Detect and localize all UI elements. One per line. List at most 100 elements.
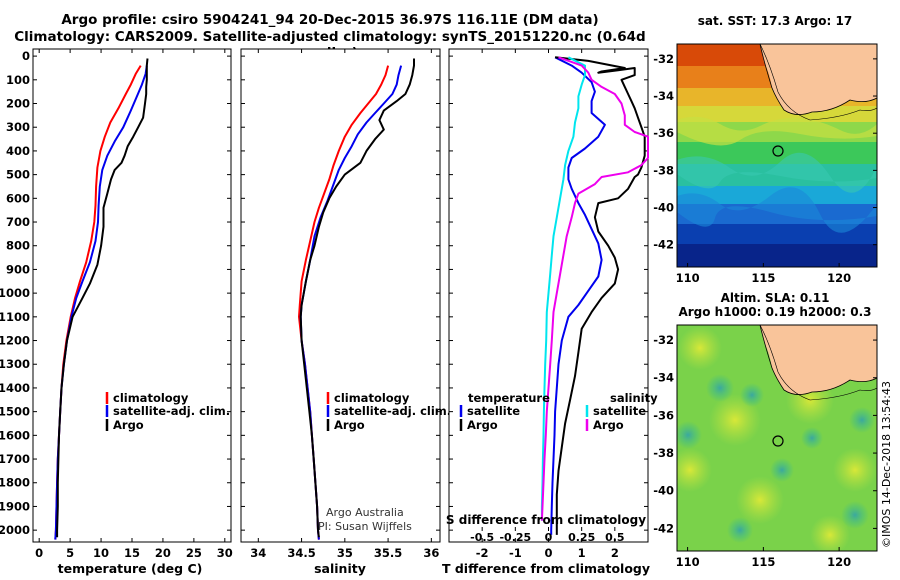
sdiff-tick-label: 0.25 — [568, 531, 595, 544]
salinity-series-2 — [299, 58, 415, 538]
depth-tick-label: 1200 — [0, 334, 30, 348]
depth-tick-label: 200 — [6, 97, 30, 111]
temperature-legend: climatology satellite-adj. clim. Argo — [105, 391, 230, 432]
legend-label-t-satellite: satellite — [467, 404, 520, 418]
salinity-xlabel: salinity — [314, 561, 366, 576]
sst-map-ticks: 110 115 120 -32 -34 -36 -38 -40 -42 — [653, 52, 877, 285]
difference-legend: temperature salinity satellite Argo sate… — [459, 391, 658, 432]
difference-panel: -2 -1 0 1 2 T difference from climatology S … — [442, 48, 658, 576]
temperature-xtick-label: 30 — [217, 546, 233, 560]
sla-map-field — [677, 325, 877, 551]
sla-xtick-label: 115 — [751, 555, 775, 569]
sst-ytick-label: -38 — [653, 163, 674, 177]
depth-tick-label: 1100 — [0, 310, 30, 324]
depth-tick-label: 1300 — [0, 357, 30, 371]
salinity-legend: climatology satellite-adj. clim. Argo — [326, 391, 451, 432]
difference-secondary-ticks: -0.5 -0.25 0 0.25 0.5 — [470, 527, 625, 544]
sla-ytick-label: -42 — [653, 521, 674, 535]
sst-xtick-label: 115 — [751, 271, 775, 285]
legend-label-satellite-adj-s: satellite-adj. clim. — [334, 404, 451, 418]
legend-label-s-argo: Argo — [593, 418, 624, 432]
depth-tick-label: 700 — [6, 215, 30, 229]
difference-xlabel: T difference from climatology — [442, 561, 650, 576]
sst-map: sat. SST: 17.3 Argo: 17 110 115 120 -32 -34 -… — [653, 14, 878, 285]
salinity-xtick-label: 35.5 — [374, 546, 402, 560]
sst-xtick-label: 110 — [676, 271, 700, 285]
temperature-xtick-label: 25 — [186, 546, 202, 560]
depth-tick-label: 1500 — [0, 405, 30, 419]
sla-map: Altim. SLA: 0.11 Argo h1000: 0.19 h2000:… — [653, 291, 878, 569]
sst-map-frame — [676, 43, 878, 268]
sst-ytick-label: -40 — [653, 201, 674, 215]
difference-series-3 — [540, 56, 649, 521]
difference-ticks: -2 -1 0 1 2 — [449, 49, 648, 560]
temperature-xtick-label: 10 — [93, 546, 109, 560]
temperature-xlabel: temperature (deg C) — [58, 561, 203, 576]
sla-xtick-label: 120 — [827, 555, 851, 569]
difference-secondary-label: S difference from climatology — [446, 513, 646, 527]
sst-map-title: sat. SST: 17.3 Argo: 17 — [698, 14, 852, 28]
sst-ytick-label: -32 — [653, 52, 674, 66]
difference-series-2 — [540, 56, 586, 521]
sla-ytick-label: -38 — [653, 446, 674, 460]
legend-label-argo: Argo — [113, 418, 144, 432]
legend-title-salinity: salinity — [610, 391, 658, 405]
salinity-lines — [298, 58, 415, 540]
legend-title-temperature: temperature — [468, 391, 550, 405]
sdiff-tick-label: -0.25 — [499, 531, 531, 544]
legend-label-s-satellite: satellite — [593, 404, 646, 418]
sst-argo-marker — [772, 145, 784, 157]
difference-xtick-label: -2 — [476, 546, 489, 560]
difference-xtick-label: 2 — [611, 546, 619, 560]
salinity-plot-frame — [240, 48, 441, 543]
depth-tick-label: 300 — [6, 120, 30, 134]
depth-tick-label: 1800 — [0, 476, 30, 490]
legend-label-t-argo: Argo — [467, 418, 498, 432]
depth-tick-label: 1900 — [0, 499, 30, 513]
temperature-ticks: 0100200300400500600700800900100011001200… — [0, 49, 233, 560]
credit-pi-name: PI: Susan Wijffels — [318, 520, 412, 533]
salinity-xtick-label: 34.5 — [287, 546, 315, 560]
sla-ytick-label: -34 — [653, 371, 674, 385]
sst-map-field — [677, 44, 877, 267]
difference-xtick-label: 1 — [578, 546, 586, 560]
sst-ytick-label: -36 — [653, 126, 674, 140]
temperature-lines — [54, 58, 149, 540]
temperature-xtick-label: 20 — [155, 546, 171, 560]
depth-tick-label: 1700 — [0, 452, 30, 466]
sla-argo-marker — [772, 435, 784, 447]
sla-map-title-2: Argo h1000: 0.19 h2000: 0.3 — [678, 305, 871, 319]
depth-tick-label: 1600 — [0, 428, 30, 442]
imos-credit: ©IMOS 14-Dec-2018 13:54:43 — [880, 381, 893, 548]
salinity-xtick-label: 36 — [423, 546, 439, 560]
credit-argo-australia: Argo Australia — [326, 506, 404, 519]
depth-tick-label: 0 — [22, 49, 30, 63]
sla-xtick-label: 110 — [676, 555, 700, 569]
temperature-panel: 0100200300400500600700800900100011001200… — [0, 48, 233, 576]
depth-tick-label: 400 — [6, 144, 30, 158]
salinity-xtick-label: 35 — [337, 546, 353, 560]
salinity-panel: 34 34.5 35 35.5 36 salinity climatology sate… — [240, 48, 451, 576]
sla-map-title-1: Altim. SLA: 0.11 — [721, 291, 830, 305]
sla-ytick-label: -32 — [653, 333, 674, 347]
sdiff-tick-label: 0.5 — [605, 531, 625, 544]
salinity-xtick-label: 34 — [250, 546, 266, 560]
legend-label-argo-s: Argo — [334, 418, 365, 432]
difference-xtick-label: -1 — [509, 546, 522, 560]
difference-lines — [540, 56, 649, 535]
depth-tick-label: 1400 — [0, 381, 30, 395]
temperature-xtick-label: 15 — [124, 546, 140, 560]
sla-map-frame — [676, 324, 878, 552]
depth-tick-label: 600 — [6, 191, 30, 205]
sst-xtick-label: 120 — [827, 271, 851, 285]
header-line-1: Argo profile: csiro 5904241_94 20-Dec-20… — [61, 12, 599, 28]
sla-ytick-label: -40 — [653, 484, 674, 498]
sst-ytick-label: -34 — [653, 89, 674, 103]
depth-tick-label: 2000 — [0, 523, 30, 537]
sla-ytick-label: -36 — [653, 408, 674, 422]
depth-tick-label: 100 — [6, 73, 30, 87]
sdiff-tick-label: -0.5 — [470, 531, 494, 544]
sla-map-ticks: 110 115 120 -32 -34 -36 -38 -40 -42 — [653, 333, 877, 569]
sst-ytick-label: -42 — [653, 238, 674, 252]
